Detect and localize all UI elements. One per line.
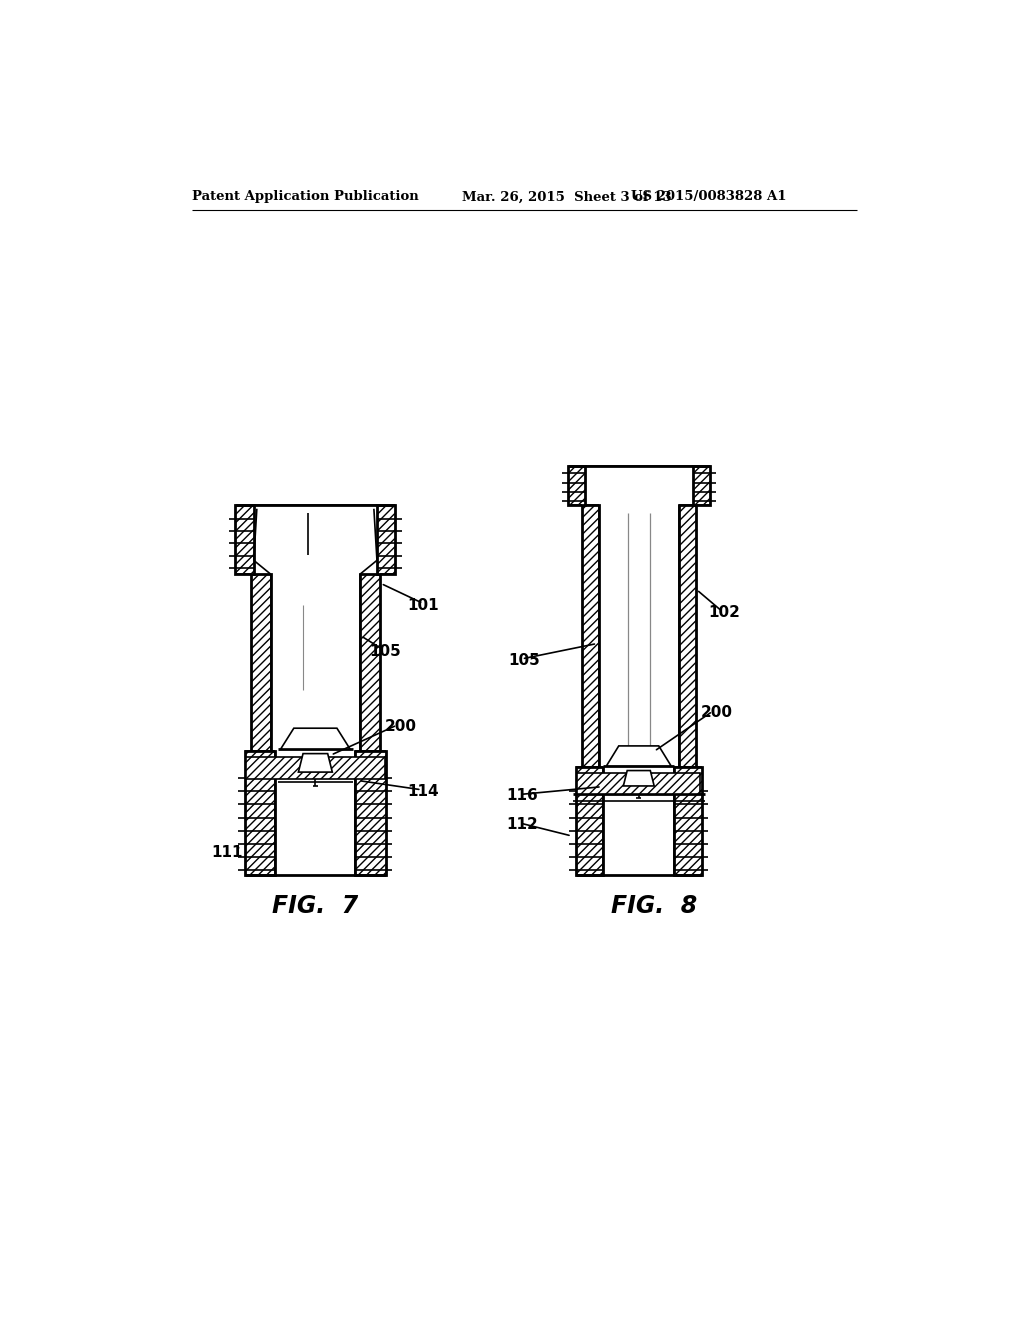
- Text: FIG.  8: FIG. 8: [611, 894, 697, 917]
- Polygon shape: [246, 758, 385, 779]
- Polygon shape: [578, 774, 700, 795]
- Text: 111: 111: [211, 845, 243, 861]
- Polygon shape: [355, 751, 386, 875]
- Polygon shape: [692, 466, 710, 506]
- Polygon shape: [624, 771, 654, 785]
- Text: FIG.  7: FIG. 7: [272, 894, 358, 917]
- Text: 200: 200: [385, 719, 417, 734]
- Text: Mar. 26, 2015  Sheet 3 of 13: Mar. 26, 2015 Sheet 3 of 13: [462, 190, 672, 203]
- Text: 102: 102: [708, 605, 740, 620]
- Text: 105: 105: [370, 644, 401, 659]
- Polygon shape: [582, 506, 599, 767]
- Text: 200: 200: [700, 705, 732, 721]
- Polygon shape: [679, 506, 695, 767]
- Text: 101: 101: [408, 598, 439, 612]
- Polygon shape: [360, 574, 380, 751]
- Polygon shape: [674, 767, 701, 875]
- Polygon shape: [251, 574, 270, 751]
- Polygon shape: [377, 506, 395, 574]
- Polygon shape: [236, 506, 254, 574]
- Text: 105: 105: [508, 653, 540, 668]
- Polygon shape: [281, 729, 350, 748]
- Text: 112: 112: [506, 817, 538, 832]
- Text: Patent Application Publication: Patent Application Publication: [193, 190, 419, 203]
- Polygon shape: [568, 466, 585, 506]
- Text: 114: 114: [408, 784, 439, 799]
- Polygon shape: [575, 767, 603, 875]
- Text: 116: 116: [506, 788, 538, 804]
- Text: US 2015/0083828 A1: US 2015/0083828 A1: [631, 190, 786, 203]
- Polygon shape: [606, 746, 671, 766]
- Polygon shape: [245, 751, 275, 875]
- Polygon shape: [298, 754, 333, 772]
